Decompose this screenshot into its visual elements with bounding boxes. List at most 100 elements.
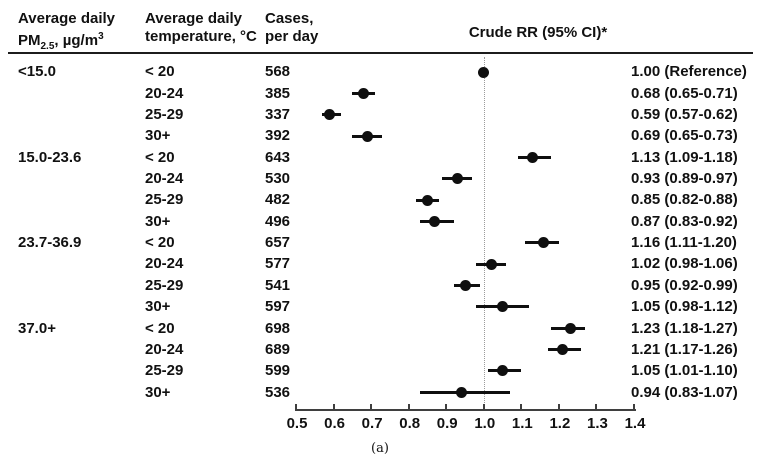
cases-value: 536 — [265, 383, 291, 401]
rr-ci-value: 0.85 (0.82-0.88) — [631, 191, 738, 209]
temperature-label: 20-24 — [145, 340, 184, 358]
cases-value: 698 — [265, 319, 291, 337]
point-estimate-dot — [497, 301, 509, 313]
point-estimate-dot — [538, 237, 550, 249]
temperature-label: 25-29 — [145, 106, 184, 124]
temperature-label: 20-24 — [145, 170, 184, 188]
point-estimate-dot — [497, 365, 509, 377]
column-header-temperature-line1: Average daily — [145, 10, 242, 27]
x-axis-tick — [595, 404, 598, 411]
rr-ci-value: 1.05 (1.01-1.10) — [631, 362, 738, 380]
temperature-label: 30+ — [145, 212, 171, 230]
rr-ci-value: 0.95 (0.92-0.99) — [631, 276, 738, 294]
temperature-label: 20-24 — [145, 84, 184, 102]
rr-ci-value: 1.13 (1.09-1.18) — [631, 148, 738, 166]
temperature-label: 30+ — [145, 383, 171, 401]
x-axis-tick — [370, 404, 373, 411]
point-estimate-dot — [324, 109, 336, 121]
column-header-cases: Cases, per day — [265, 10, 318, 46]
column-header-temperature: Average daily temperature, °C — [145, 10, 257, 46]
cases-value: 568 — [265, 63, 291, 81]
point-estimate-dot — [455, 386, 467, 398]
point-estimate-dot — [459, 280, 471, 291]
figure-caption: (a) — [371, 441, 389, 456]
x-axis-tick — [520, 404, 523, 411]
rr-ci-value: 1.21 (1.17-1.26) — [631, 340, 738, 358]
temperature-label: < 20 — [145, 319, 175, 337]
point-estimate-dot — [358, 87, 370, 99]
x-axis-tick-label: 1.3 — [587, 415, 608, 432]
cases-value: 385 — [265, 84, 291, 102]
header-rule — [8, 52, 753, 54]
rr-ci-value: 1.02 (0.98-1.06) — [631, 255, 738, 273]
x-axis-tick — [633, 404, 635, 411]
point-estimate-dot — [451, 173, 463, 185]
cases-value: 577 — [265, 255, 291, 273]
temperature-label: < 20 — [145, 234, 175, 252]
point-estimate-dot — [527, 151, 539, 163]
rr-ci-value: 0.93 (0.89-0.97) — [631, 170, 738, 188]
rr-ci-value: 1.05 (0.98-1.12) — [631, 298, 738, 316]
cases-value: 530 — [265, 170, 291, 188]
x-axis-tick-label: 0.9 — [436, 415, 458, 432]
x-axis-line — [296, 409, 636, 411]
cases-value: 482 — [265, 191, 291, 209]
pm25-group-label: 15.0-23.6 — [18, 148, 82, 166]
x-axis-tick-label: 0.6 — [324, 415, 345, 432]
x-axis-tick — [332, 404, 335, 411]
x-axis-tick — [557, 404, 560, 411]
cases-value: 643 — [265, 148, 291, 166]
rr-ci-value: 0.87 (0.83-0.92) — [631, 212, 738, 230]
x-axis-tick-label: 1.1 — [511, 415, 533, 432]
temperature-label: < 20 — [145, 148, 175, 166]
x-axis-tick-label: 0.8 — [399, 415, 421, 432]
point-estimate-dot — [557, 344, 569, 356]
column-header-pm25: Average daily PM2.5, µg/m3 — [18, 10, 115, 56]
temperature-label: < 20 — [145, 63, 175, 81]
temperature-label: 30+ — [145, 298, 171, 316]
plot-title: Crude RR (95% CI)* — [468, 24, 608, 41]
rr-ci-value: 0.94 (0.83-1.07) — [631, 383, 738, 401]
cases-value: 689 — [265, 340, 291, 358]
x-axis-tick-label: 1.2 — [549, 415, 571, 432]
cases-value: 657 — [265, 234, 291, 252]
pm25-group-label: 37.0+ — [18, 319, 56, 337]
x-axis-tick — [445, 404, 448, 411]
rr-ci-value: 1.00 (Reference) — [631, 63, 747, 81]
column-header-temperature-line2: temperature, °C — [145, 28, 257, 45]
point-estimate-dot — [564, 322, 576, 334]
temperature-label: 25-29 — [145, 362, 184, 380]
x-axis-tick — [295, 404, 297, 411]
column-header-pm25-line1: Average daily — [18, 10, 115, 27]
point-estimate-dot — [478, 66, 490, 78]
column-header-cases-line2: per day — [265, 28, 319, 45]
x-axis-tick-label: 1.0 — [474, 415, 496, 432]
point-estimate-dot — [421, 194, 433, 206]
x-axis-tick-label: 0.7 — [361, 415, 383, 432]
rr-ci-value: 1.16 (1.11-1.20) — [631, 234, 737, 252]
cases-value: 599 — [265, 362, 291, 380]
rr-ci-value: 0.59 (0.57-0.62) — [631, 106, 738, 124]
cases-value: 392 — [265, 127, 291, 145]
point-estimate-dot — [361, 130, 373, 142]
rr-ci-value: 0.69 (0.65-0.73) — [631, 127, 738, 145]
pm25-group-label: <15.0 — [18, 63, 56, 81]
cases-value: 597 — [265, 298, 291, 316]
cases-value: 337 — [265, 106, 291, 124]
column-header-pm25-line2: PM2.5, µg/m3 — [18, 31, 104, 52]
cases-value: 541 — [265, 276, 291, 294]
temperature-label: 25-29 — [145, 276, 184, 294]
temperature-label: 20-24 — [145, 255, 184, 273]
temperature-label: 30+ — [145, 127, 171, 145]
rr-ci-value: 1.23 (1.18-1.27) — [631, 319, 738, 337]
temperature-label: 25-29 — [145, 191, 184, 209]
x-axis-tick — [407, 404, 410, 411]
column-header-cases-line1: Cases, — [265, 10, 314, 27]
point-estimate-dot — [429, 215, 441, 227]
rr-ci-value: 0.68 (0.65-0.71) — [631, 84, 738, 102]
pm25-group-label: 23.7-36.9 — [18, 234, 82, 252]
x-axis-tick-label: 0.5 — [286, 415, 308, 432]
point-estimate-dot — [485, 258, 497, 270]
x-axis-tick-label: 1.4 — [624, 415, 646, 432]
